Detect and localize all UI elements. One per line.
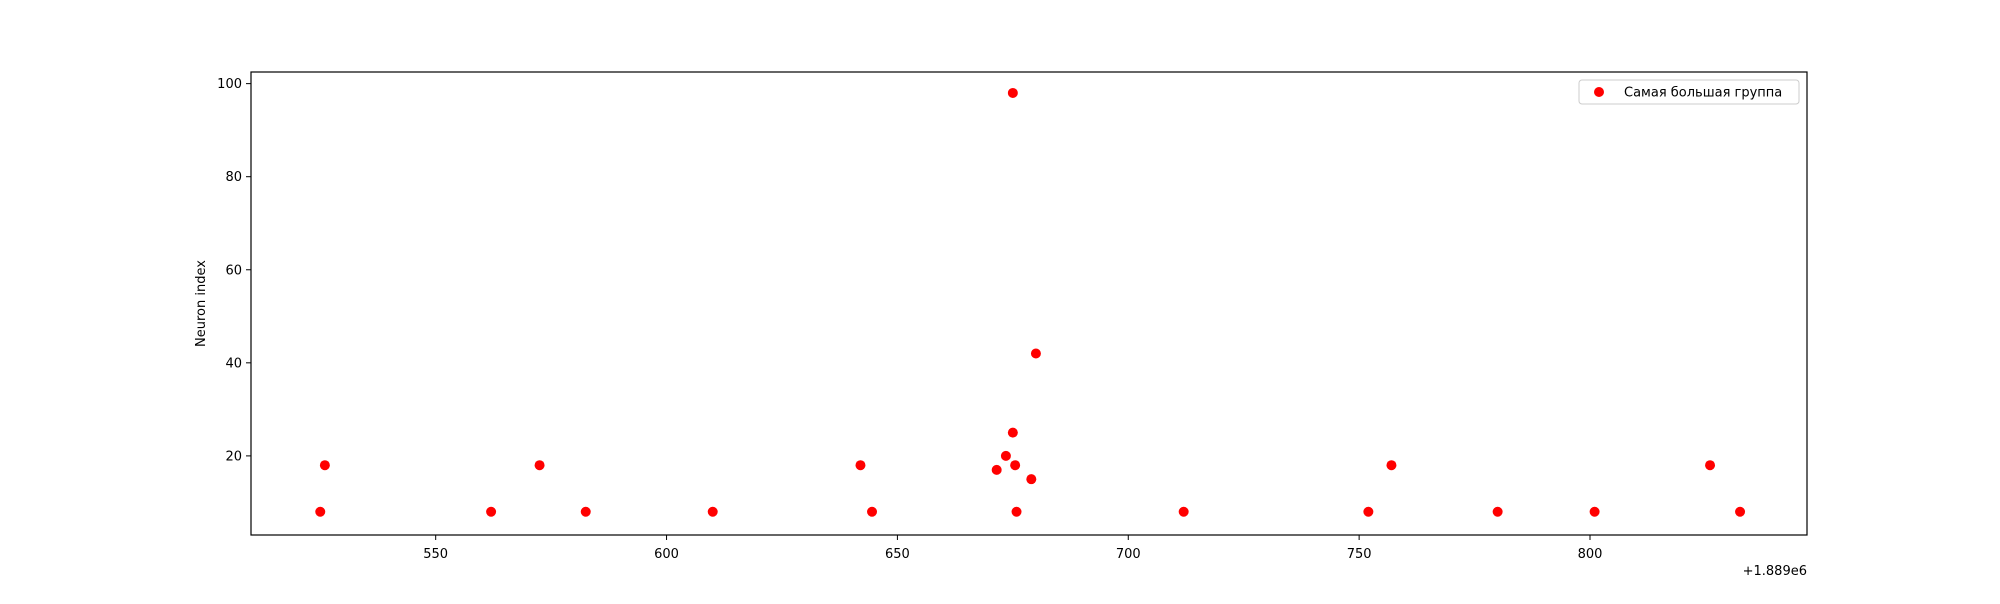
data-point <box>1030 348 1041 359</box>
data-point <box>867 506 878 517</box>
x-tick-label: 650 <box>885 547 910 562</box>
data-point <box>319 460 330 471</box>
y-tick-label: 60 <box>225 263 242 278</box>
y-tick-label: 100 <box>217 77 242 92</box>
marks-layer <box>315 87 1746 517</box>
data-point <box>1492 506 1503 517</box>
data-point <box>534 460 545 471</box>
data-point <box>1000 450 1011 461</box>
plot-area-frame <box>250 71 1808 536</box>
y-tick-label: 20 <box>225 449 242 464</box>
x-tick-label: 700 <box>1116 547 1141 562</box>
data-point <box>1026 474 1037 485</box>
x-tick-label: 800 <box>1578 547 1603 562</box>
data-point <box>1007 427 1018 438</box>
y-axis: 20 40 60 80 100 <box>217 77 251 464</box>
data-point <box>580 506 591 517</box>
data-point <box>855 460 866 471</box>
data-point <box>991 464 1002 475</box>
y-tick-label: 80 <box>225 170 242 185</box>
data-point <box>1363 506 1374 517</box>
y-axis-label: Neuron index <box>194 260 209 347</box>
data-point <box>1007 87 1018 98</box>
legend-frame <box>1578 79 1800 105</box>
x-axis: 550 600 650 700 750 800 <box>423 535 1602 562</box>
x-tick-label: 600 <box>654 547 679 562</box>
x-axis-offset-label: +1.889e6 <box>1743 564 1807 579</box>
data-point <box>1589 506 1600 517</box>
legend-marker <box>1594 87 1604 97</box>
x-tick-label: 550 <box>423 547 448 562</box>
data-point <box>707 506 718 517</box>
data-point <box>486 506 497 517</box>
y-tick-label: 40 <box>225 356 242 371</box>
x-tick-label: 750 <box>1347 547 1372 562</box>
legend: Самая большая группа <box>1578 79 1800 105</box>
data-point <box>1735 506 1746 517</box>
data-point <box>1178 506 1189 517</box>
data-point <box>1386 460 1397 471</box>
data-point <box>1011 506 1022 517</box>
data-point <box>1705 460 1716 471</box>
legend-label: Самая большая группа <box>1624 86 1782 101</box>
data-point <box>315 506 326 517</box>
data-point <box>1010 460 1021 471</box>
